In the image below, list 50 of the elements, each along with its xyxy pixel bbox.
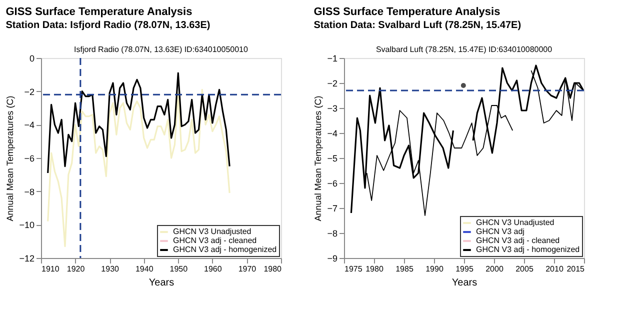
- x-tick-label: 1910: [42, 264, 60, 274]
- x-tick-label: 1960: [204, 264, 222, 274]
- chart-subtitle: Station Data: Svalbard Luft (78.25N, 15.47E): [314, 20, 522, 31]
- x-tick-label: 1985: [396, 264, 414, 274]
- y-tick-label: −9: [327, 254, 338, 264]
- chart-title: GISS Surface Temperature Analysis: [314, 6, 500, 18]
- legend-label: GHCN V3 adj - cleaned: [476, 236, 560, 245]
- y-tick-label: −1: [327, 54, 338, 64]
- x-tick-label: 1950: [170, 264, 188, 274]
- x-tick-label: 1990: [426, 264, 444, 274]
- legend-label: GHCN V3 adj - homogenized: [476, 245, 580, 254]
- chart-title: GISS Surface Temperature Analysis: [6, 6, 192, 18]
- y-tick-label: −6: [327, 178, 338, 188]
- chart-subtitle: Station Data: Isfjord Radio (78.07N, 13.63E): [6, 20, 210, 31]
- text: Isfjord Radio (78.07N, 13.63E) ID:634010050010: [74, 45, 248, 54]
- x-tick-label: 1970: [238, 264, 257, 274]
- legend-label: GHCN V3 adj - homogenized: [173, 245, 277, 254]
- y-tick-label: −4: [24, 120, 34, 130]
- y-tick-label: −7: [327, 204, 338, 214]
- x-tick-label: 2005: [516, 264, 534, 274]
- y-tick-label: −2: [24, 86, 34, 97]
- x-tick-label: 1995: [456, 264, 474, 274]
- x-tick-label: 2000: [486, 264, 504, 274]
- y-tick-label: −6: [24, 154, 34, 164]
- legend-label: GHCN V3 Unadjusted: [476, 218, 554, 227]
- x-tick-label: 1940: [135, 264, 154, 274]
- x-tick-label: 1920: [66, 264, 86, 274]
- y-axis-title: Annual Mean Temperatures (C): [313, 96, 324, 222]
- y-tick-label: −10: [19, 220, 34, 230]
- y-tick-label: −2: [327, 78, 338, 88]
- y-tick-label: −4: [327, 128, 338, 138]
- y-tick-label: 0: [29, 54, 34, 64]
- x-tick-label: 1975: [344, 264, 363, 274]
- y-axis-title: Annual Mean Temperatures (C): [5, 96, 16, 222]
- x-tick-label: 1930: [101, 264, 120, 274]
- x-tick-label: 2015: [566, 264, 586, 274]
- y-tick-label: −12: [19, 254, 34, 264]
- legend-label: GHCN V3 adj: [476, 227, 525, 236]
- legend-label: GHCN V3 adj - cleaned: [173, 236, 257, 245]
- y-tick-label: −8: [24, 186, 34, 197]
- text: Svalbard Luft (78.25N, 15.47E) ID:634010080000: [376, 45, 553, 54]
- y-tick-label: −8: [327, 228, 338, 238]
- y-tick-label: −3: [327, 104, 338, 114]
- x-axis-title: Years: [148, 278, 174, 288]
- x-tick-label: 2010: [546, 264, 564, 274]
- x-tick-label: 1980: [366, 264, 384, 274]
- legend-label: GHCN V3 Unadjusted: [173, 227, 252, 236]
- y-tick-label: −5: [327, 154, 338, 164]
- x-tick-label: 1980: [264, 264, 282, 274]
- x-axis-title: Years: [452, 278, 478, 288]
